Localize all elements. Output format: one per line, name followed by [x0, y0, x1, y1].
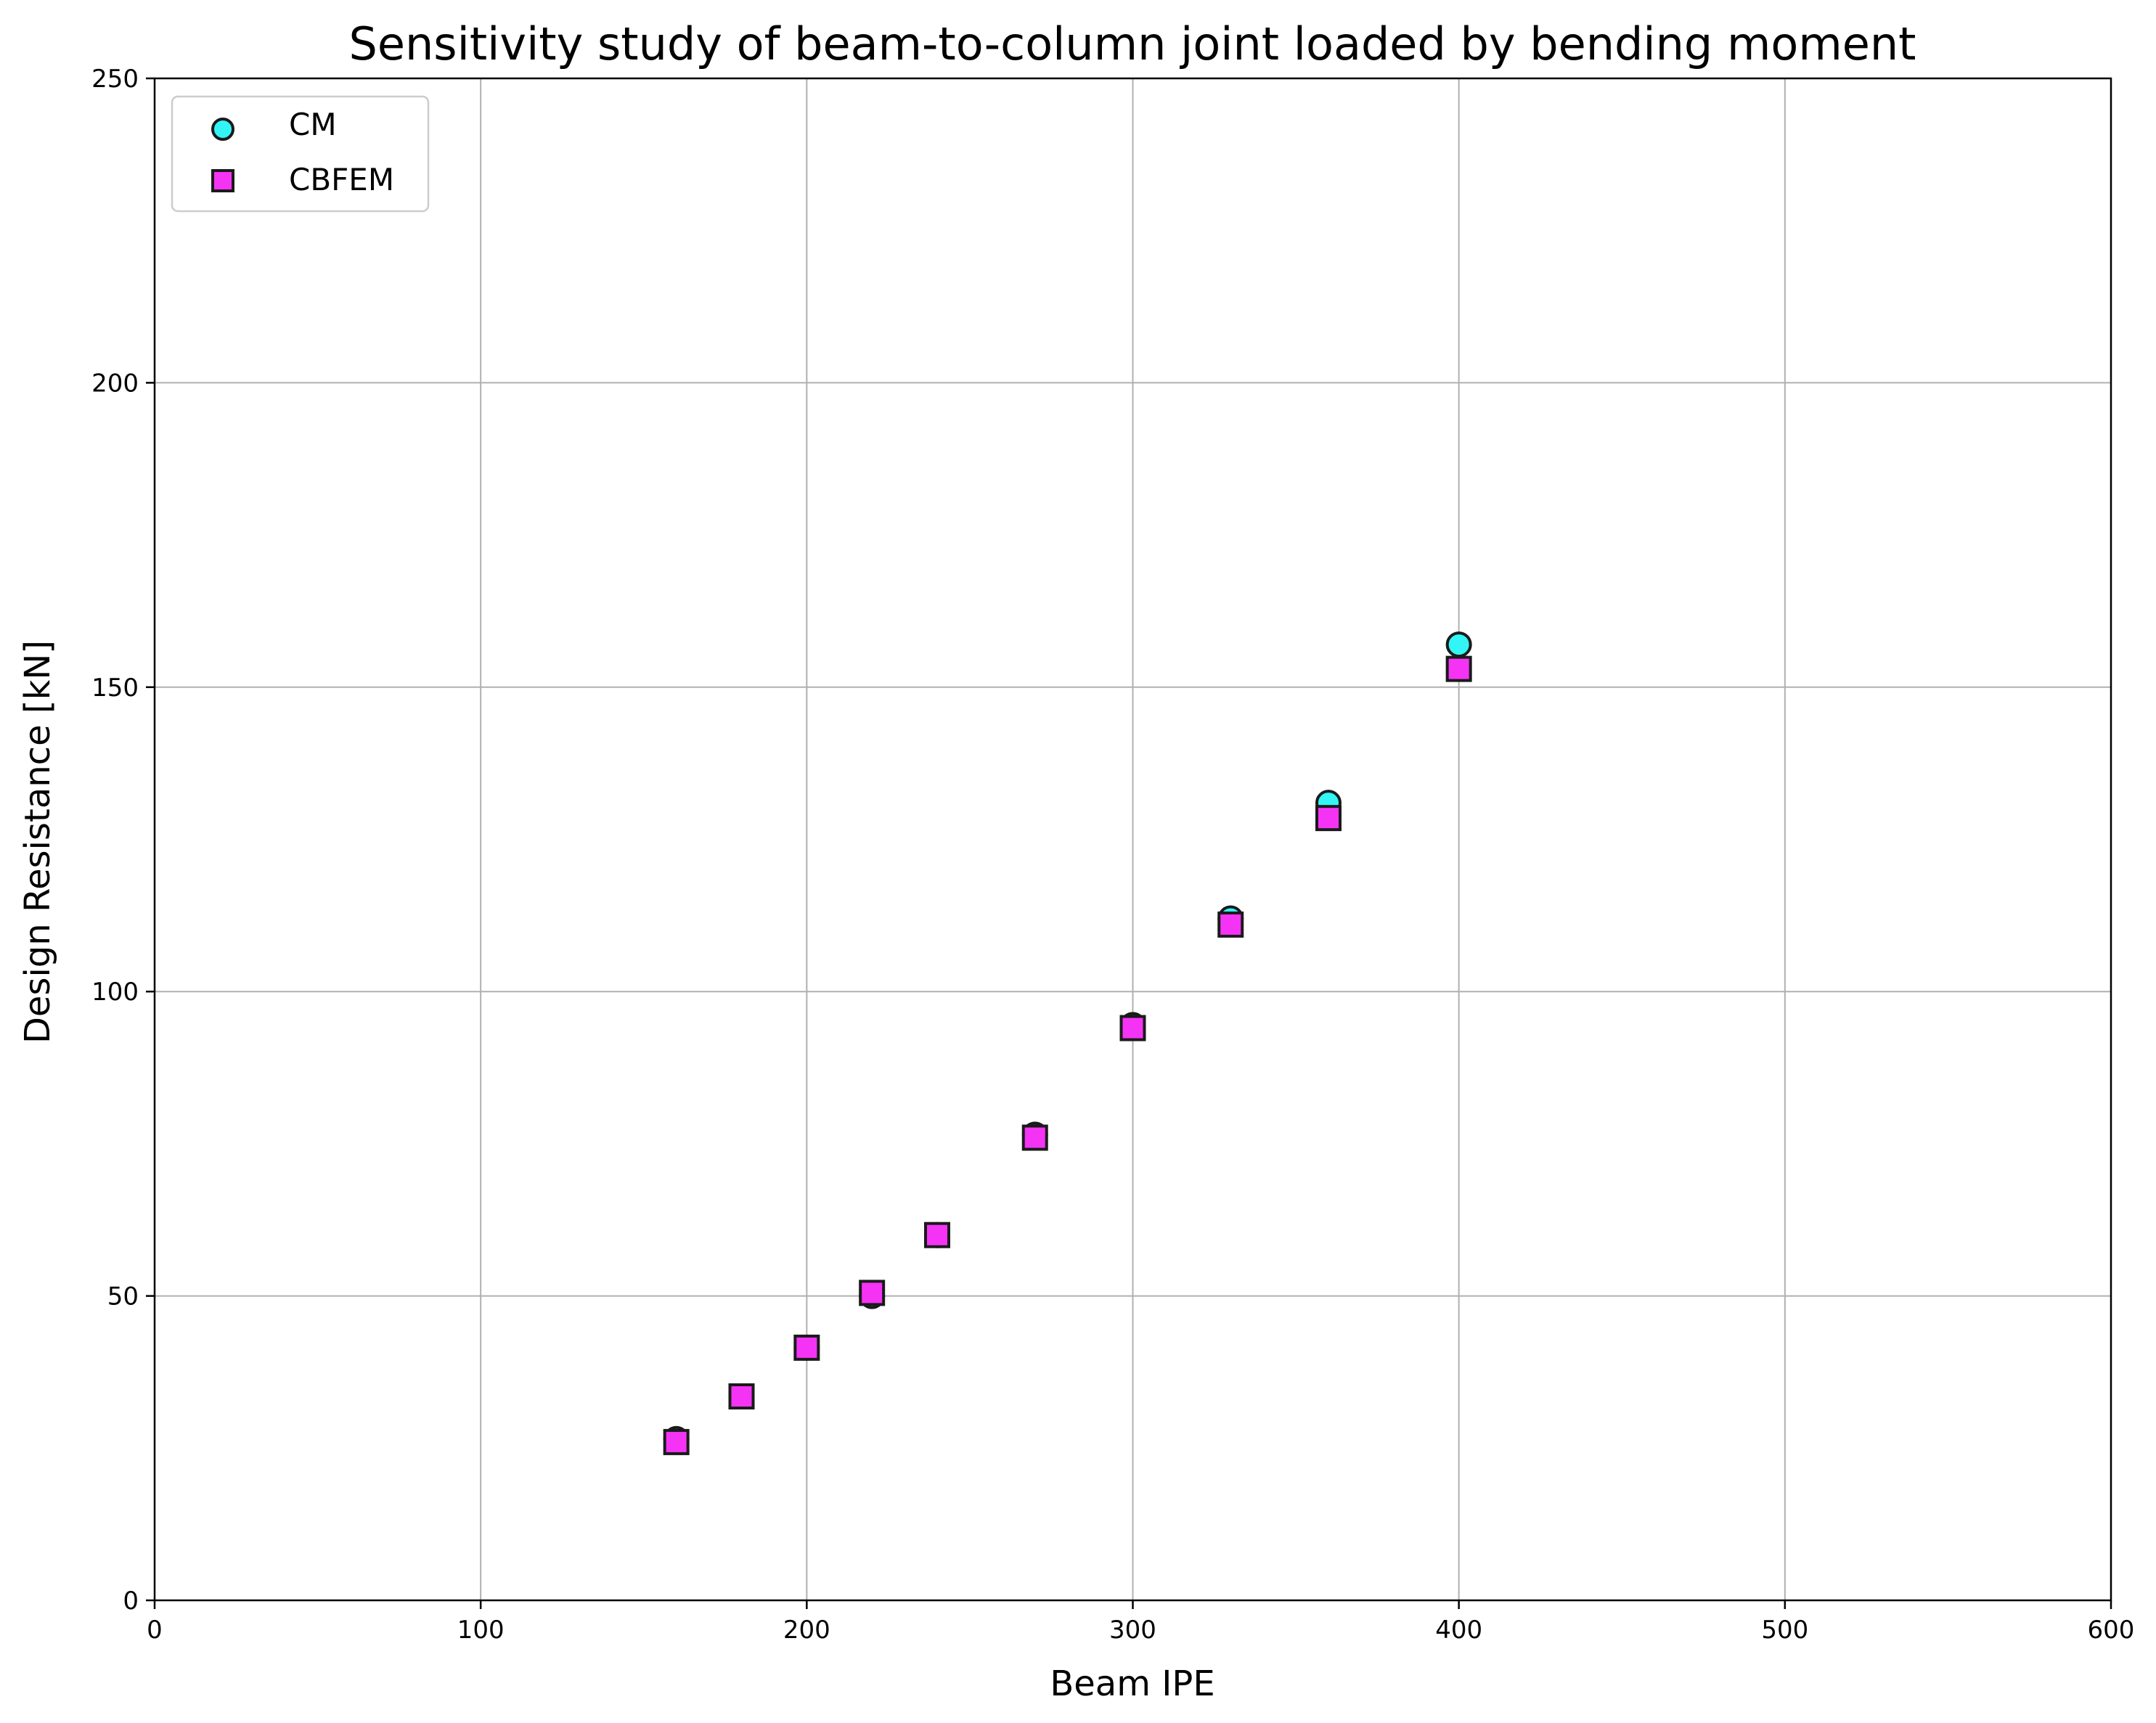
- legend-marker-cm: [211, 118, 234, 141]
- point-cbfem: [1119, 1015, 1146, 1041]
- x-tick-label: 300: [1109, 1616, 1156, 1645]
- point-cbfem: [1217, 911, 1244, 938]
- x-axis-label: Beam IPE: [1050, 1663, 1214, 1704]
- point-cbfem: [728, 1383, 755, 1410]
- legend: CM CBFEM: [171, 95, 430, 213]
- point-cm: [1445, 631, 1472, 658]
- y-tick-label: 100: [91, 978, 139, 1007]
- x-tick-label: 100: [457, 1616, 505, 1645]
- x-tick-label: 0: [147, 1616, 163, 1645]
- legend-label-cbfem: CBFEM: [289, 162, 394, 197]
- y-tick-label: 150: [91, 674, 139, 703]
- point-cbfem: [793, 1334, 820, 1361]
- y-tick-label: 250: [91, 65, 139, 94]
- x-tick-label: 500: [1761, 1616, 1808, 1645]
- point-cbfem: [1315, 805, 1342, 832]
- x-tick-label: 600: [2088, 1616, 2135, 1645]
- legend-label-cm: CM: [289, 107, 337, 142]
- series-cbfem: [663, 655, 1472, 1455]
- data-points: [663, 631, 1472, 1455]
- legend-marker-cbfem: [211, 169, 234, 192]
- y-tick-label: 200: [91, 369, 139, 398]
- point-cbfem: [924, 1221, 950, 1248]
- legend-box: [171, 95, 430, 213]
- x-tick-label: 200: [783, 1616, 830, 1645]
- y-tick-label: 50: [107, 1282, 139, 1311]
- point-cbfem: [1021, 1124, 1048, 1151]
- y-axis-label: Design Resistance [kN]: [17, 640, 58, 1044]
- point-cbfem: [663, 1428, 690, 1455]
- y-tick-label: 0: [123, 1587, 139, 1616]
- point-cbfem: [859, 1280, 886, 1306]
- axis-ticks: 0 100 200 300 400 500 600 0 50 100 150 200 250: [91, 65, 2134, 1645]
- point-cbfem: [1445, 655, 1472, 682]
- x-tick-label: 400: [1435, 1616, 1482, 1645]
- chart-title: Sensitivity study of beam-to-column join…: [349, 17, 1916, 70]
